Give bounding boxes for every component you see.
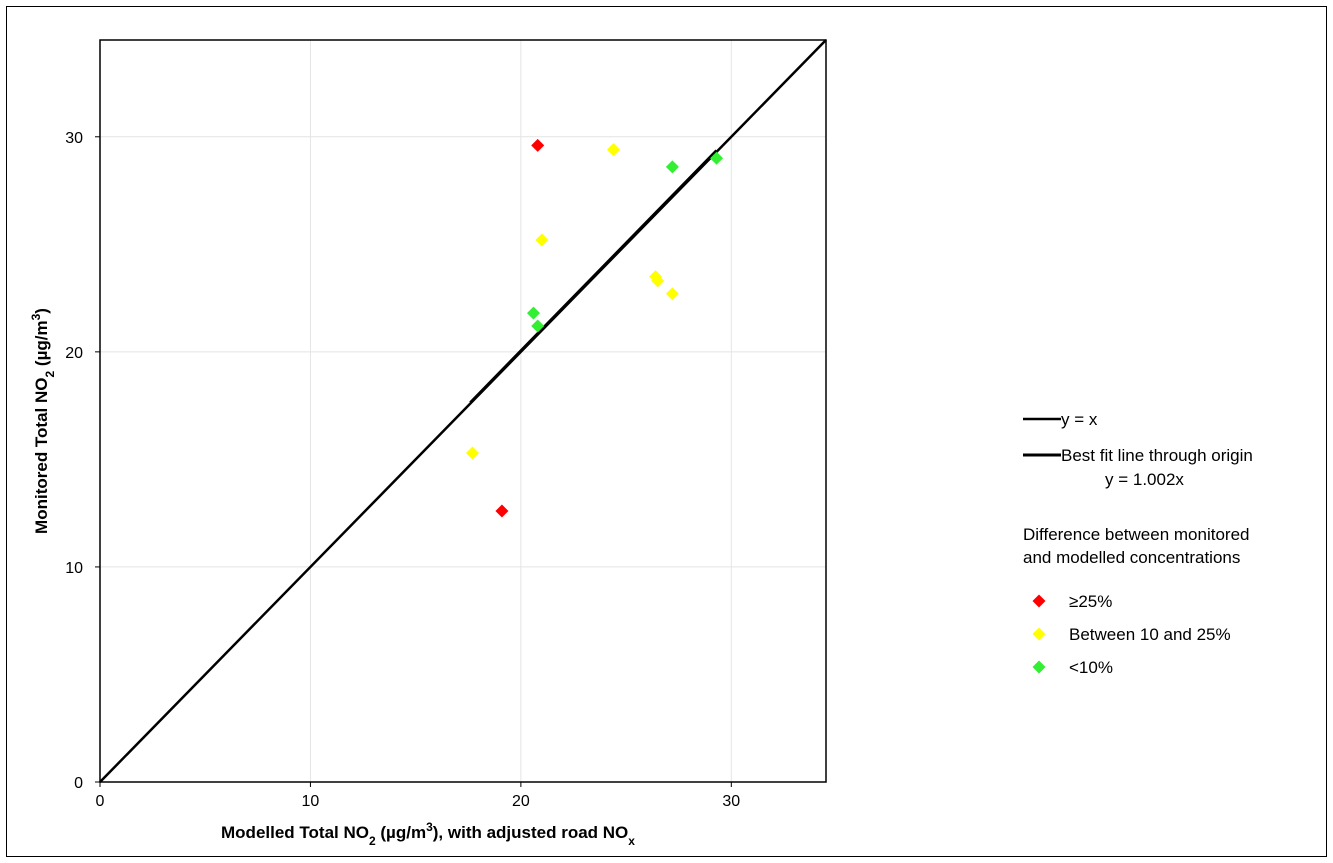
x-tick-label: 20 xyxy=(512,793,530,810)
chart: 0 10 20 30 0 10 20 30 Monitored Total NO2 (µg/m… xyxy=(29,39,1253,848)
data-points xyxy=(465,138,724,518)
legend-marker xyxy=(1032,660,1046,674)
legend-label-y-equals-x: y = x xyxy=(1061,410,1098,429)
legend-series-label: ≥25% xyxy=(1069,592,1112,611)
y-axis-title: Monitored Total NO2 (µg/m3) xyxy=(29,308,57,534)
data-point xyxy=(710,151,724,165)
data-point xyxy=(535,233,549,247)
legend: y = x Best fit line through origin y = 1.0… xyxy=(1023,410,1253,677)
ticks: 0 10 20 30 0 10 20 30 xyxy=(65,130,740,810)
data-point xyxy=(495,504,509,518)
x-tick-label: 0 xyxy=(96,793,105,810)
data-point xyxy=(531,138,545,152)
legend-series-label: Between 10 and 25% xyxy=(1069,625,1231,644)
data-point xyxy=(526,306,540,320)
legend-heading: and modelled concentrations xyxy=(1023,548,1240,567)
legend-series-label: <10% xyxy=(1069,658,1113,677)
line-best-fit xyxy=(469,149,718,404)
data-point xyxy=(665,160,679,174)
x-tick-label: 10 xyxy=(302,793,320,810)
data-point xyxy=(651,274,665,288)
y-tick-label: 30 xyxy=(65,130,83,147)
legend-marker xyxy=(1032,594,1046,608)
legend-label-best-fit: Best fit line through origin xyxy=(1061,446,1253,465)
y-tick-label: 20 xyxy=(65,345,83,362)
x-axis-title: Modelled Total NO2 (µg/m3), with adjuste… xyxy=(221,820,635,848)
chart-frame: 0 10 20 30 0 10 20 30 Monitored Total NO2 (µg/m… xyxy=(6,6,1327,857)
plot-area xyxy=(99,39,827,783)
y-tick-label: 10 xyxy=(65,560,83,577)
data-point xyxy=(465,446,479,460)
data-point xyxy=(606,143,620,157)
data-point xyxy=(665,287,679,301)
x-tick-label: 30 xyxy=(722,793,740,810)
y-tick-label: 0 xyxy=(74,775,83,792)
grid xyxy=(100,40,826,782)
fit-lines xyxy=(99,39,827,783)
legend-marker xyxy=(1032,627,1046,641)
legend-best-fit-equation: y = 1.002x xyxy=(1105,470,1184,489)
data-point xyxy=(531,319,545,333)
legend-heading: Difference between monitored xyxy=(1023,525,1250,544)
